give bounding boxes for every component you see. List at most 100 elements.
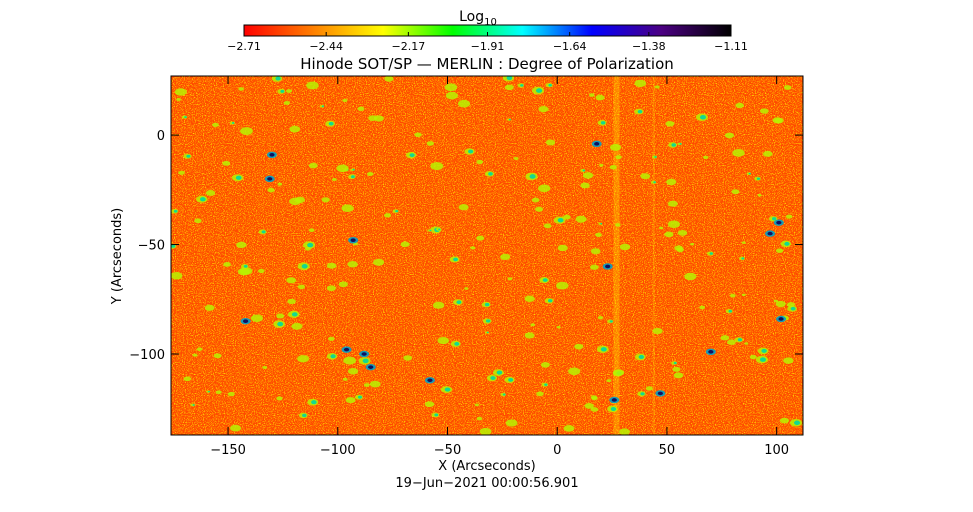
field-patch bbox=[556, 281, 569, 290]
field-patch-strong bbox=[434, 413, 439, 417]
field-patch bbox=[236, 241, 247, 249]
field-patch bbox=[426, 141, 435, 146]
field-patch-strong bbox=[508, 378, 514, 382]
plot-area bbox=[171, 76, 803, 435]
field-patch bbox=[342, 98, 348, 103]
field-patch bbox=[677, 229, 688, 236]
strong-field-core bbox=[657, 391, 663, 396]
x-tick-label: 0 bbox=[553, 443, 561, 458]
field-patch-strong bbox=[709, 252, 714, 255]
x-tick-label: 50 bbox=[659, 443, 676, 458]
field-patch bbox=[665, 120, 675, 127]
field-patch bbox=[580, 182, 590, 189]
field-patch bbox=[652, 327, 663, 335]
field-patch bbox=[430, 162, 444, 171]
field-patch bbox=[222, 160, 231, 166]
field-patch bbox=[724, 132, 735, 139]
field-patch bbox=[535, 206, 544, 212]
field-patch bbox=[338, 281, 348, 288]
x-tick-label: −50 bbox=[434, 443, 461, 458]
field-patch bbox=[384, 213, 392, 218]
field-patch-strong bbox=[638, 354, 645, 359]
field-patch-strong bbox=[496, 370, 503, 375]
field-patch bbox=[258, 268, 265, 274]
field-patch bbox=[606, 379, 612, 383]
field-patch bbox=[289, 125, 301, 133]
field-patch-strong bbox=[610, 407, 617, 412]
field-patch-strong bbox=[794, 420, 801, 426]
field-patch bbox=[183, 376, 192, 382]
field-patch bbox=[524, 332, 535, 339]
field-patch bbox=[367, 171, 374, 177]
field-patch-strong bbox=[171, 244, 176, 248]
field-patch bbox=[676, 247, 684, 253]
field-patch bbox=[205, 189, 216, 196]
field-patch bbox=[285, 89, 293, 93]
field-patch-strong bbox=[761, 348, 767, 353]
field-patch bbox=[306, 81, 319, 90]
field-patch bbox=[563, 214, 571, 220]
field-patch bbox=[262, 365, 268, 369]
field-patch bbox=[785, 214, 793, 219]
field-patch bbox=[574, 343, 584, 350]
field-patch bbox=[595, 232, 602, 237]
field-patch-strong bbox=[679, 143, 682, 145]
colorbar-tick-label: −1.38 bbox=[632, 40, 666, 53]
field-patch bbox=[664, 231, 674, 238]
field-patch-strong bbox=[784, 241, 790, 246]
field-patch bbox=[174, 88, 187, 96]
colorbar-tick-label: −2.71 bbox=[227, 40, 261, 53]
field-patch bbox=[400, 241, 410, 248]
field-patch-strong bbox=[184, 116, 187, 119]
field-patch bbox=[563, 424, 575, 432]
field-patch-strong bbox=[291, 312, 298, 317]
colorbar-title: Log10 bbox=[459, 9, 497, 28]
y-tick-label: 0 bbox=[157, 129, 165, 144]
field-patch bbox=[326, 285, 336, 292]
field-patch bbox=[176, 98, 181, 101]
field-patch-strong bbox=[485, 319, 491, 323]
field-patch bbox=[775, 300, 786, 308]
field-patch-strong bbox=[409, 153, 415, 158]
field-patch bbox=[342, 377, 348, 381]
field-patch bbox=[540, 362, 550, 368]
field-patch-strong bbox=[548, 299, 553, 303]
field-patch-strong bbox=[362, 358, 369, 364]
field-patch bbox=[531, 197, 540, 203]
field-patch-strong bbox=[302, 413, 307, 418]
field-patch bbox=[178, 170, 185, 175]
field-patch bbox=[223, 262, 231, 267]
field-patch bbox=[444, 83, 458, 92]
field-patch-strong bbox=[330, 354, 336, 359]
field-patch bbox=[336, 164, 349, 173]
field-patch-strong bbox=[231, 122, 235, 124]
field-patch bbox=[250, 314, 263, 322]
field-patch-strong bbox=[671, 143, 677, 147]
x-tick-label: 100 bbox=[764, 443, 789, 458]
field-patch-strong bbox=[737, 338, 743, 342]
field-patch bbox=[373, 258, 385, 266]
field-patch-strong bbox=[186, 154, 191, 158]
y-tick-label: −50 bbox=[138, 239, 165, 254]
field-patch bbox=[283, 100, 291, 105]
field-patch-strong bbox=[542, 278, 548, 282]
field-patch bbox=[741, 241, 746, 244]
field-patch-strong bbox=[748, 172, 751, 175]
field-patch bbox=[615, 223, 621, 227]
field-patch bbox=[590, 248, 601, 255]
field-patch-strong bbox=[728, 309, 733, 313]
field-patch bbox=[775, 248, 784, 254]
strong-field-core bbox=[243, 319, 249, 323]
field-patch-strong bbox=[301, 264, 308, 269]
field-patch-strong bbox=[557, 218, 564, 223]
field-patch bbox=[308, 162, 318, 169]
field-patch bbox=[384, 76, 394, 82]
field-patch-strong bbox=[637, 109, 643, 114]
field-patch bbox=[464, 287, 469, 290]
field-patch bbox=[524, 295, 535, 302]
strong-field-core bbox=[427, 378, 433, 383]
strong-field-core bbox=[605, 264, 611, 269]
field-patch-strong bbox=[199, 197, 206, 202]
field-patch bbox=[230, 424, 242, 432]
field-patch bbox=[341, 204, 354, 212]
